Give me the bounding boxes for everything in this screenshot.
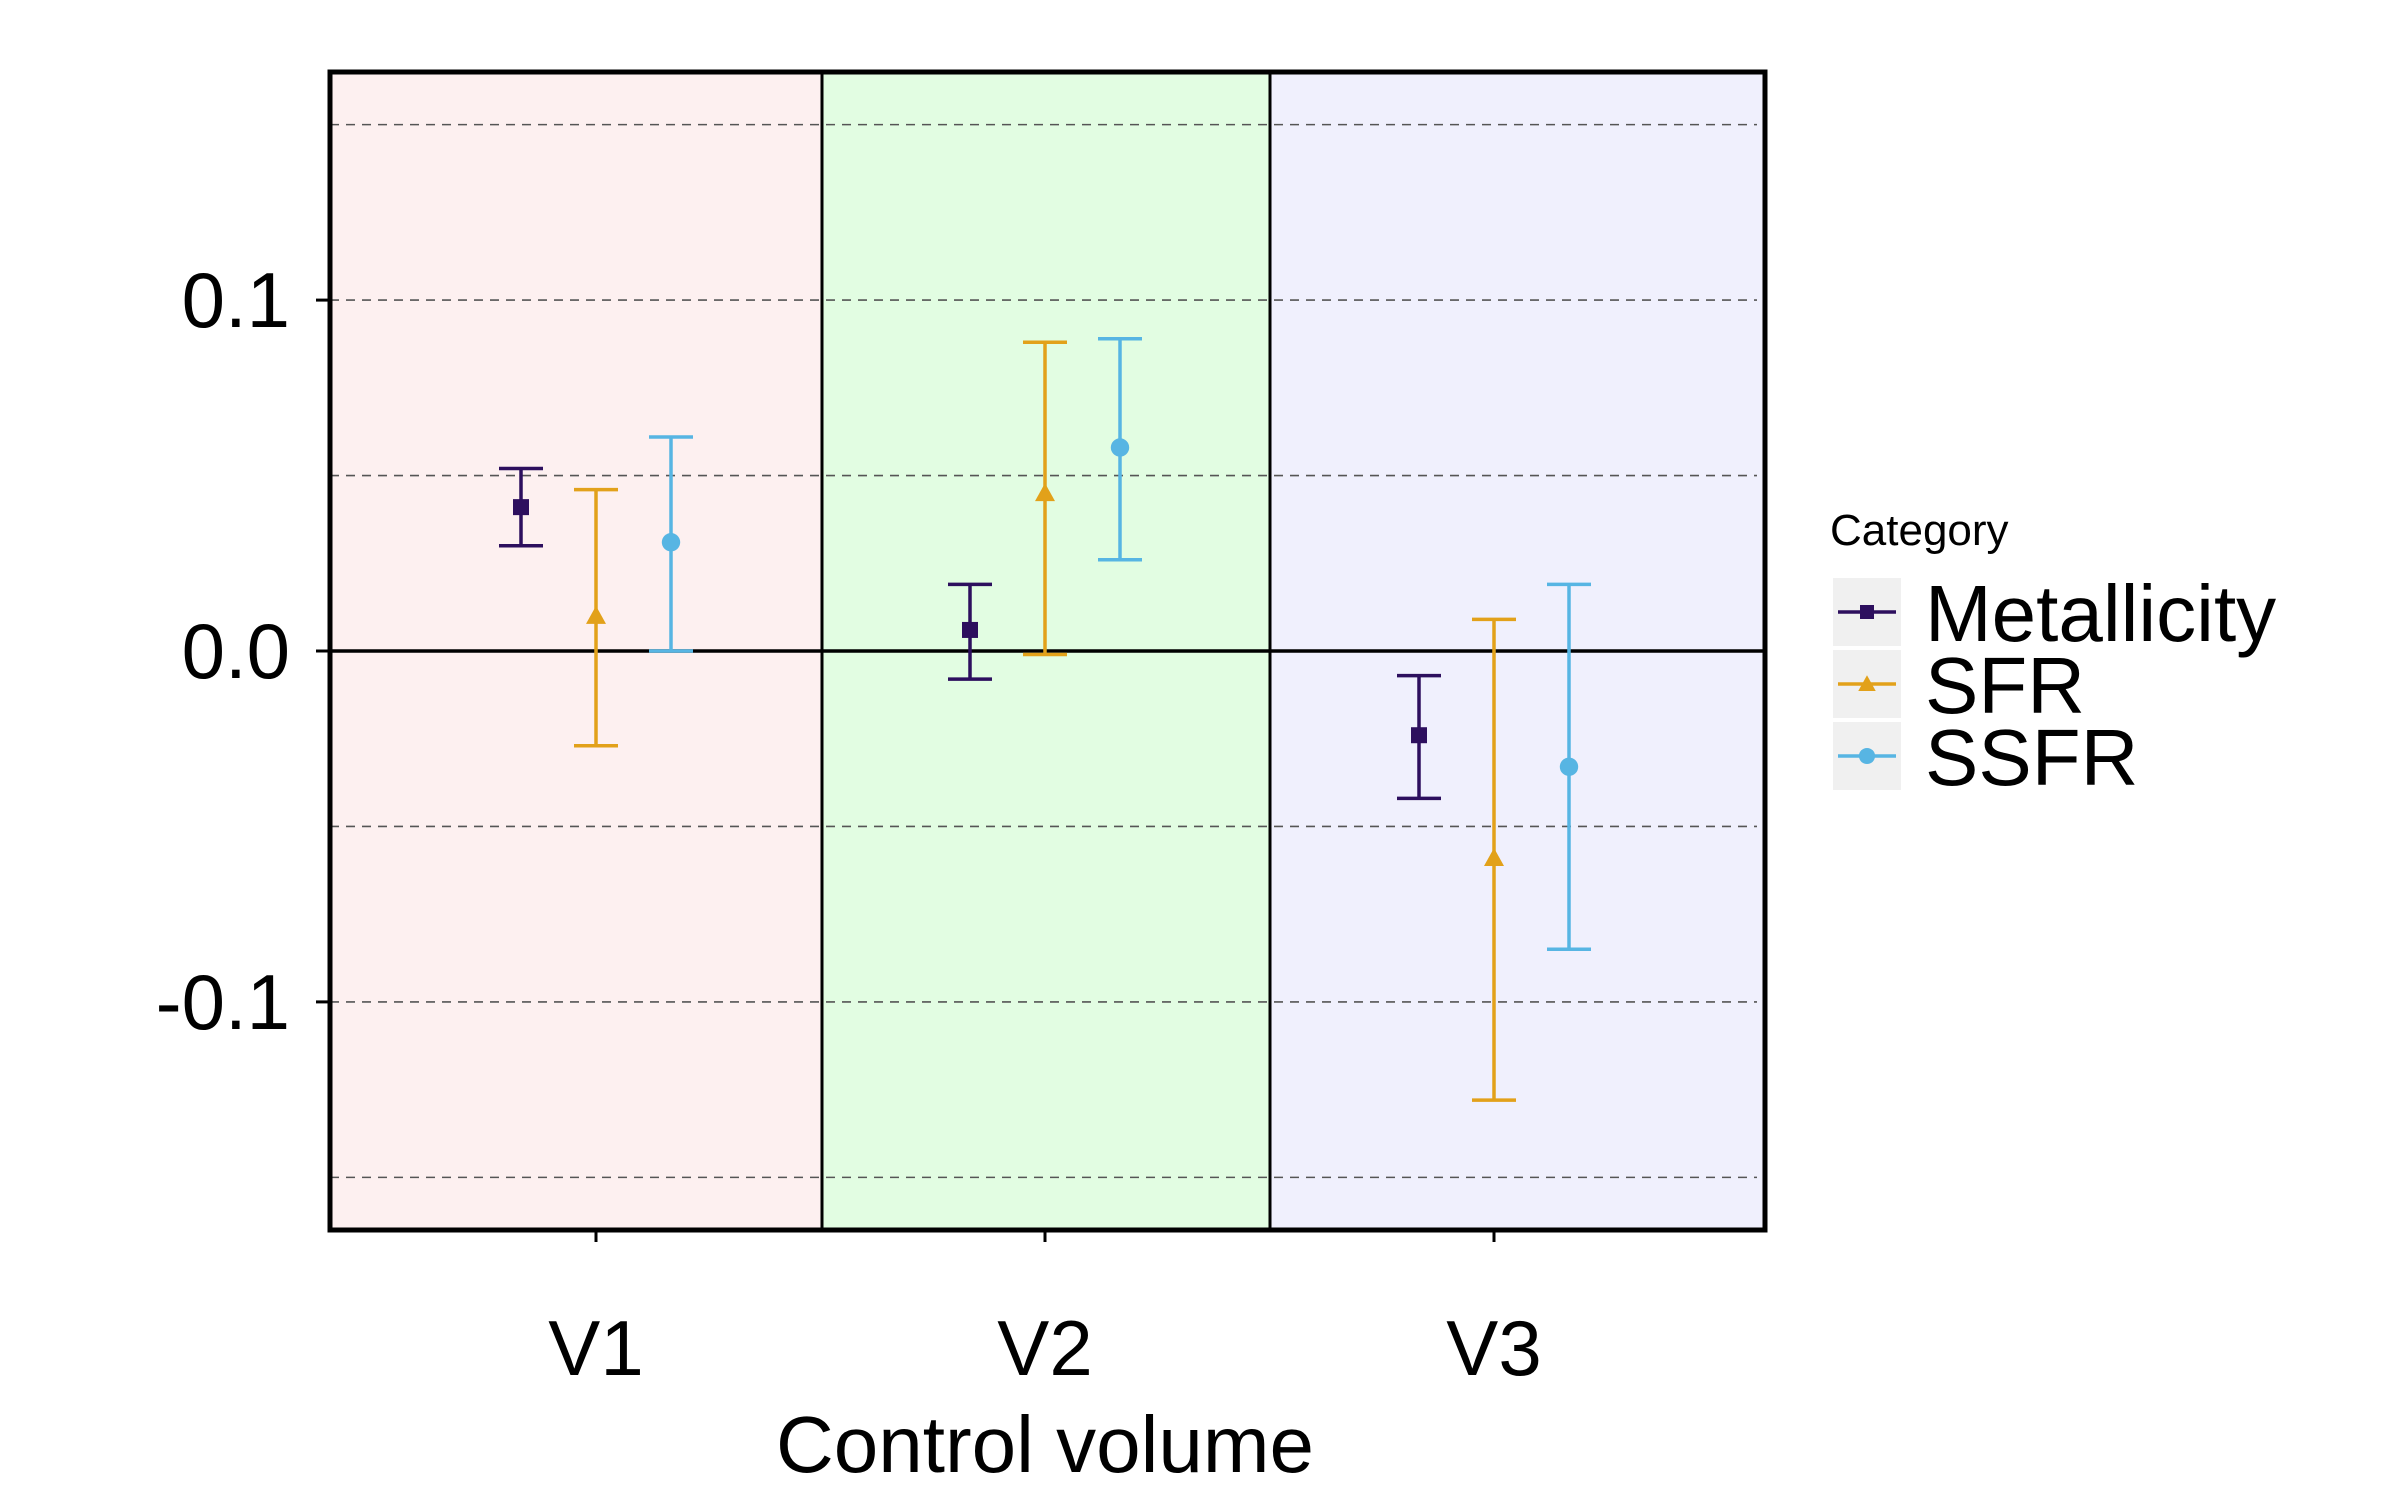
legend-title: Category: [1830, 506, 2009, 555]
error-bar-metallicity-v3: [1397, 673, 1441, 801]
data-point-ssfr-v1: [661, 533, 681, 552]
x-tick-label: V2: [997, 1304, 1092, 1392]
error-bar-ssfr-v2: [1098, 336, 1142, 562]
y-axis-ticks: -0.1 0.0 0.1: [156, 256, 330, 1046]
y-tick-label: 0.1: [182, 256, 290, 344]
legend-item-metallicity: Metallicity: [1833, 569, 2276, 658]
error-bar-sfr-v2: [1023, 340, 1067, 657]
y-tick-label: -0.1: [156, 958, 290, 1046]
legend-key-circle-icon: [1858, 747, 1876, 765]
data-point-ssfr-v3: [1559, 757, 1579, 776]
data-point-ssfr-v2: [1110, 438, 1130, 457]
legend-label-metallicity: Metallicity: [1925, 569, 2276, 658]
legend-label-ssfr: SSFR: [1925, 713, 2138, 802]
legend-item-ssfr: SSFR: [1833, 713, 2138, 802]
data-point-sfr-v2: [1035, 483, 1055, 502]
error-bar-metallicity-v2: [948, 582, 992, 681]
legend-label-sfr: SFR: [1925, 641, 2085, 730]
x-axis-title: Control volume: [776, 1400, 1314, 1489]
data-point-metallicity-v2: [962, 621, 978, 638]
error-bars: [499, 336, 1591, 1102]
data-point-metallicity-v1: [513, 499, 529, 516]
data-point-sfr-v1: [586, 605, 606, 624]
legend-item-sfr: SFR: [1833, 641, 2085, 730]
error-bar-sfr-v1: [574, 487, 618, 748]
error-bar-ssfr-v3: [1547, 582, 1591, 952]
legend-key-square-icon: [1860, 605, 1874, 619]
grid-lines: [330, 123, 1757, 1179]
zero-line-group: [327, 69, 1768, 1233]
x-axis-ticks: V1 V2 V3: [548, 1230, 1542, 1392]
y-tick-label: 0.0: [182, 607, 290, 695]
data-point-metallicity-v3: [1411, 727, 1427, 744]
error-bar-ssfr-v1: [649, 435, 693, 653]
x-tick-label: V3: [1446, 1304, 1541, 1392]
x-tick-label: V1: [548, 1304, 643, 1392]
legend-key-triangle-icon: [1858, 675, 1876, 691]
error-bar-metallicity-v1: [499, 466, 543, 548]
data-point-sfr-v3: [1484, 848, 1504, 867]
error-bar-sfr-v3: [1472, 617, 1516, 1102]
